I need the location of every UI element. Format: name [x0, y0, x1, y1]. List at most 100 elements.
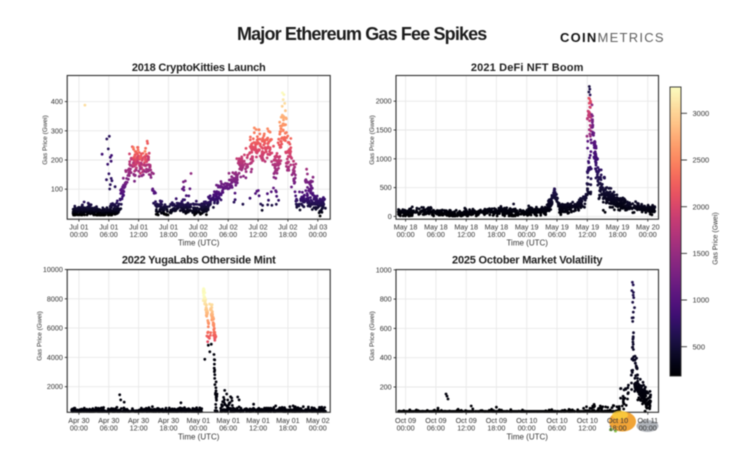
- svg-text:2000: 2000: [693, 202, 710, 211]
- svg-text:Oct 09: Oct 09: [486, 416, 507, 425]
- svg-text:Jul 01: Jul 01: [129, 222, 148, 231]
- svg-text:Jul 02: Jul 02: [189, 222, 208, 231]
- svg-text:Oct 10: Oct 10: [607, 416, 628, 425]
- svg-text:06:00: 06:00: [427, 424, 445, 433]
- svg-text:06:00: 06:00: [427, 230, 445, 239]
- svg-text:00:00: 00:00: [309, 424, 327, 433]
- svg-text:00:00: 00:00: [639, 230, 657, 239]
- svg-text:500: 500: [380, 183, 392, 192]
- svg-text:1000: 1000: [376, 154, 392, 163]
- svg-text:Jul 01: Jul 01: [69, 222, 88, 231]
- svg-text:12:00: 12:00: [130, 424, 148, 433]
- svg-text:Oct 10: Oct 10: [516, 416, 537, 425]
- svg-text:Apr 30: Apr 30: [98, 416, 119, 425]
- svg-text:00:00: 00:00: [309, 230, 327, 239]
- svg-text:Oct 10: Oct 10: [577, 416, 598, 425]
- svg-text:Jul 02: Jul 02: [249, 222, 268, 231]
- svg-text:06:00: 06:00: [100, 230, 118, 239]
- svg-text:May 19: May 19: [606, 222, 630, 231]
- svg-text:3000: 3000: [693, 109, 710, 118]
- svg-text:Oct 09: Oct 09: [425, 416, 446, 425]
- svg-text:May 01: May 01: [216, 416, 240, 425]
- svg-text:00:00: 00:00: [189, 424, 207, 433]
- svg-text:12:00: 12:00: [249, 230, 267, 239]
- svg-text:06:00: 06:00: [100, 424, 118, 433]
- svg-text:2021 DeFi NFT Boom: 2021 DeFi NFT Boom: [471, 62, 584, 74]
- svg-text:06:00: 06:00: [219, 230, 237, 239]
- svg-text:800: 800: [380, 295, 392, 304]
- svg-text:12:00: 12:00: [578, 424, 596, 433]
- svg-text:2022 YugaLabs Otherside Mint: 2022 YugaLabs Otherside Mint: [122, 255, 276, 267]
- svg-text:400: 400: [380, 353, 392, 362]
- svg-text:18:00: 18:00: [609, 230, 627, 239]
- svg-text:00:00: 00:00: [70, 230, 88, 239]
- svg-text:12:00: 12:00: [457, 424, 475, 433]
- svg-text:600: 600: [380, 324, 392, 333]
- svg-text:18:00: 18:00: [279, 230, 297, 239]
- svg-text:100: 100: [51, 185, 63, 194]
- svg-text:May 18: May 18: [485, 222, 509, 231]
- svg-text:Apr 30: Apr 30: [128, 416, 149, 425]
- svg-text:May 18: May 18: [424, 222, 448, 231]
- svg-text:Jul 02: Jul 02: [278, 222, 297, 231]
- svg-text:00:00: 00:00: [397, 230, 415, 239]
- svg-text:Oct 11: Oct 11: [637, 416, 658, 425]
- svg-text:00:00: 00:00: [189, 230, 207, 239]
- svg-text:00:00: 00:00: [518, 424, 536, 433]
- svg-text:500: 500: [693, 342, 706, 351]
- svg-text:May 20: May 20: [636, 222, 660, 231]
- svg-text:200: 200: [51, 156, 63, 165]
- svg-text:06:00: 06:00: [548, 424, 566, 433]
- svg-text:06:00: 06:00: [219, 424, 237, 433]
- svg-text:2500: 2500: [693, 156, 710, 165]
- svg-text:10000: 10000: [43, 265, 63, 274]
- svg-text:06:00: 06:00: [548, 230, 566, 239]
- svg-text:Time (UTC): Time (UTC): [178, 239, 220, 248]
- svg-text:1000: 1000: [376, 265, 392, 274]
- svg-text:18:00: 18:00: [160, 230, 178, 239]
- svg-text:Gas Price (Gwei): Gas Price (Gwei): [42, 115, 49, 164]
- svg-text:1500: 1500: [693, 249, 710, 258]
- svg-text:8000: 8000: [47, 294, 63, 303]
- svg-text:Oct 09: Oct 09: [456, 416, 477, 425]
- svg-text:18:00: 18:00: [487, 424, 505, 433]
- svg-text:12:00: 12:00: [130, 230, 148, 239]
- svg-text:2000: 2000: [47, 382, 63, 391]
- svg-text:Jul 03: Jul 03: [308, 222, 327, 231]
- svg-text:May 02: May 02: [306, 416, 330, 425]
- svg-text:1000: 1000: [693, 296, 710, 305]
- svg-text:1500: 1500: [376, 126, 392, 135]
- svg-text:18:00: 18:00: [487, 230, 505, 239]
- svg-text:Oct 09: Oct 09: [395, 416, 416, 425]
- svg-text:May 18: May 18: [394, 222, 418, 231]
- svg-text:May 18: May 18: [454, 222, 478, 231]
- svg-text:May 01: May 01: [246, 416, 270, 425]
- svg-text:Time (UTC): Time (UTC): [506, 239, 548, 248]
- svg-text:Time (UTC): Time (UTC): [506, 432, 548, 441]
- svg-text:2025 October Market Volatility: 2025 October Market Volatility: [452, 255, 603, 267]
- svg-text:May 19: May 19: [515, 222, 539, 231]
- svg-text:May 01: May 01: [187, 416, 211, 425]
- svg-text:Gas Price (Gwei): Gas Price (Gwei): [369, 115, 376, 164]
- svg-text:00:00: 00:00: [639, 424, 657, 433]
- svg-text:Oct 10: Oct 10: [546, 416, 567, 425]
- svg-text:300: 300: [51, 126, 63, 135]
- svg-text:18:00: 18:00: [160, 424, 178, 433]
- svg-text:00:00: 00:00: [70, 424, 88, 433]
- svg-text:2018 CryptoKitties Launch: 2018 CryptoKitties Launch: [132, 62, 266, 74]
- svg-text:0: 0: [388, 212, 392, 221]
- svg-text:6000: 6000: [47, 324, 63, 333]
- svg-text:Apr 30: Apr 30: [68, 416, 89, 425]
- svg-text:12:00: 12:00: [457, 230, 475, 239]
- svg-text:00:00: 00:00: [518, 230, 536, 239]
- svg-text:May 01: May 01: [276, 416, 300, 425]
- svg-text:Time (UTC): Time (UTC): [178, 432, 220, 441]
- svg-text:18:00: 18:00: [609, 424, 627, 433]
- svg-text:12:00: 12:00: [249, 424, 267, 433]
- svg-text:4000: 4000: [47, 353, 63, 362]
- svg-text:May 19: May 19: [545, 222, 569, 231]
- svg-text:12:00: 12:00: [578, 230, 596, 239]
- svg-text:18:00: 18:00: [279, 424, 297, 433]
- svg-text:Jul 02: Jul 02: [219, 222, 238, 231]
- svg-text:200: 200: [380, 383, 392, 392]
